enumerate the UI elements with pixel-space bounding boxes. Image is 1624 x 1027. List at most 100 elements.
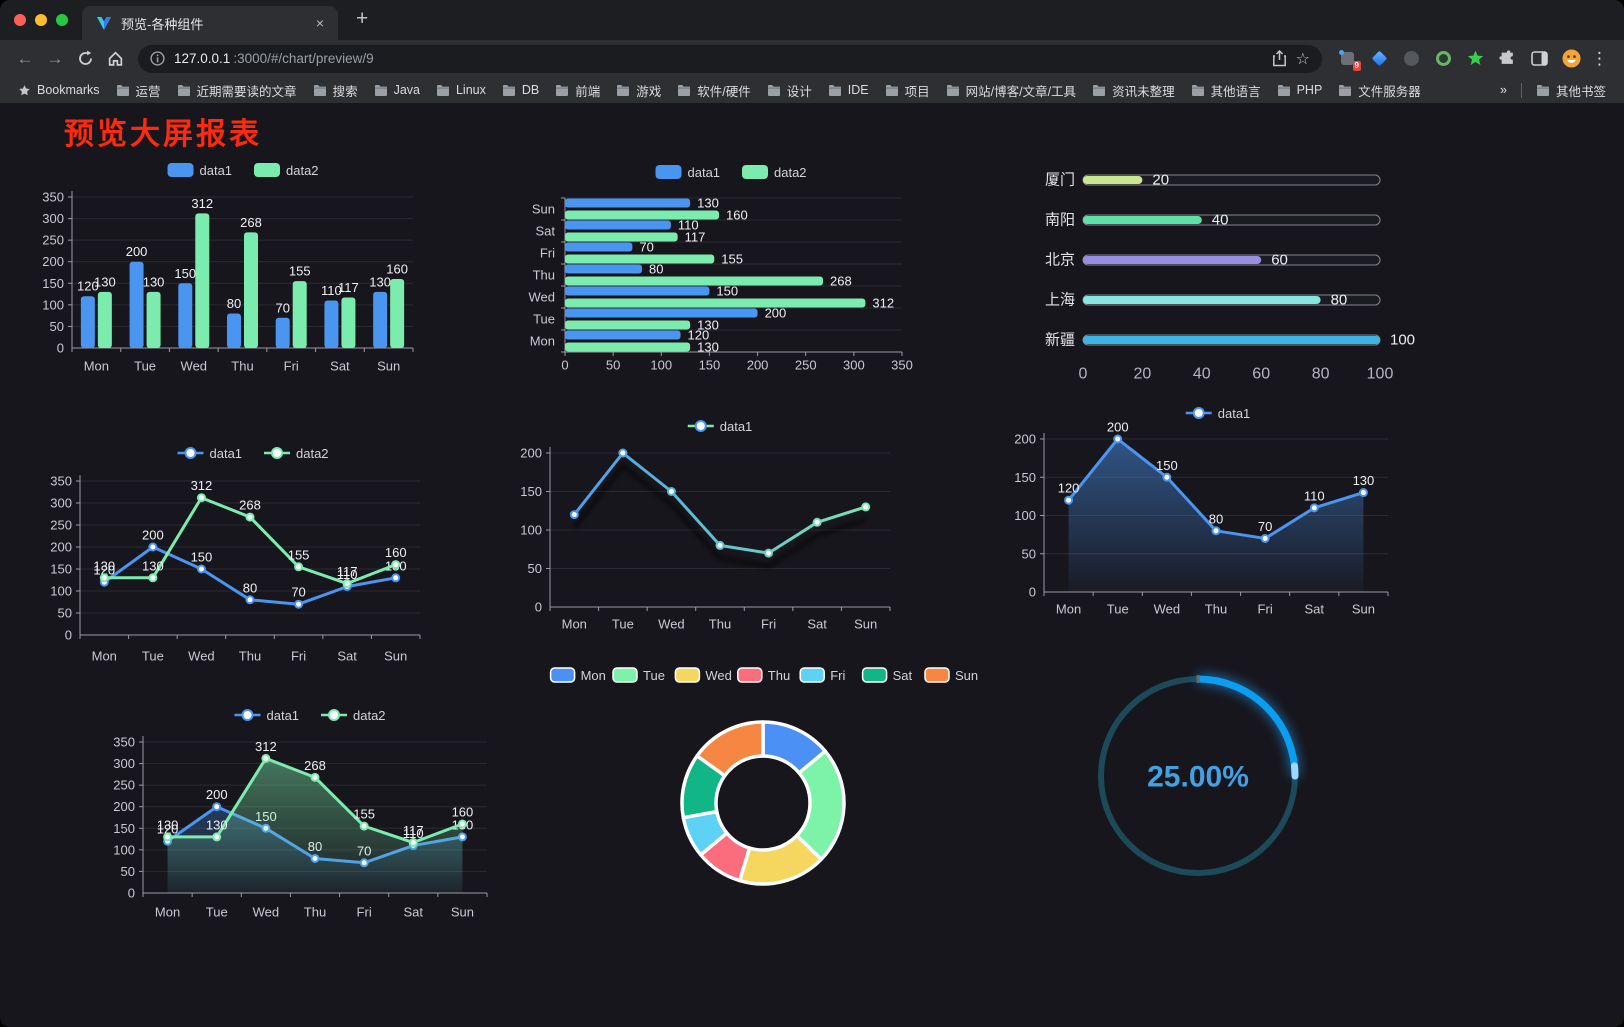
bookmark-item-5[interactable]: Linux [428,81,494,99]
folder-icon [116,84,130,96]
bookmark-item-3[interactable]: 搜索 [305,79,366,102]
svg-text:160: 160 [726,208,748,223]
share-icon[interactable] [1272,50,1287,67]
extension-icon-notes[interactable]: 9 [1338,49,1361,71]
legend-item-data1[interactable]: data1 [687,419,753,434]
legend-item-data2[interactable]: data2 [264,446,329,461]
svg-text:100: 100 [520,523,542,538]
legend-item-Fri[interactable]: Fri [799,667,845,683]
extensions-puzzle-icon[interactable] [1498,49,1517,68]
legend-item-Thu[interactable]: Thu [737,667,790,683]
bookmark-label: 资讯未整理 [1112,84,1175,99]
svg-text:70: 70 [275,300,289,315]
folder-icon [1277,84,1291,96]
menu-dots-icon[interactable]: ⋮ [1591,48,1608,68]
chart-donut-pie[interactable]: Mon Tue Wed Thu Fri Sat Sun [545,655,982,907]
bookmark-item-4[interactable]: Java [366,81,428,99]
svg-text:Fri: Fri [291,649,306,664]
bookmark-item-12[interactable]: 项目 [877,79,938,102]
legend-item-Wed[interactable]: Wed [674,667,732,683]
home-button[interactable] [100,45,130,73]
legend-item-data1[interactable]: data1 [234,708,300,723]
bookmark-item-11[interactable]: IDE [820,81,877,99]
bookmark-label: DB [521,83,540,97]
back-button[interactable]: ← [16,48,34,68]
svg-text:Mon: Mon [84,359,109,374]
bookmark-item-2[interactable]: 近期需要读的文章 [169,79,305,102]
bookmark-item-19[interactable]: 其他书签 [1528,79,1614,102]
bookmark-item-6[interactable]: DB [494,81,547,99]
svg-text:20: 20 [1152,172,1169,189]
bookmark-item-1[interactable]: 运营 [108,79,169,102]
legend-item-Sun[interactable]: Sun [924,667,978,683]
profile-avatar[interactable] [1562,49,1581,68]
extension-icon-green-star[interactable] [1466,49,1485,68]
svg-text:150: 150 [1014,470,1036,485]
bookmark-star-icon[interactable]: ☆ [1295,50,1310,68]
legend-item-data1[interactable]: data1 [655,165,721,180]
svg-text:Mon: Mon [1056,602,1081,617]
bookmark-item-17[interactable]: 文件服务器 [1330,79,1429,102]
bookmark-item-14[interactable]: 资讯未整理 [1084,79,1183,102]
zoom-window-button[interactable] [56,14,68,26]
bookmarks-overflow-chevron[interactable]: » [1492,81,1515,99]
minimize-window-button[interactable] [35,14,47,26]
svg-text:Wed: Wed [529,290,556,305]
chart-gauge[interactable]: 25.00% [1080,655,1322,903]
chart-legend: data1 data2 [234,708,386,723]
legend-item-data1[interactable]: data1 [167,163,233,178]
chart-line-c5[interactable]: data1 50 100 150 200 0 Mon Tue Wed Thu Fri Sat Sun [500,413,902,645]
svg-text:Tue: Tue [134,359,156,374]
extension-icon-green-circle[interactable] [1434,49,1453,68]
svg-text:150: 150 [174,266,196,281]
bookmark-item-8[interactable]: 游戏 [608,79,669,102]
bookmark-item-7[interactable]: 前端 [547,79,608,102]
folder-icon [616,84,630,96]
sidebar-toggle-icon[interactable] [1530,49,1549,68]
legend-item-Mon[interactable]: Mon [549,667,606,683]
new-tab-button[interactable]: + [356,7,369,30]
bookmark-item-0[interactable]: Bookmarks [10,81,108,99]
chart-area-c6[interactable]: data1 50 100 150 200 0 Mon Tue Wed Thu Fri Sat Sun 12… [990,400,1402,628]
legend-item-Sat[interactable]: Sat [861,667,913,683]
bookmark-item-9[interactable]: 软件/硬件 [669,79,758,102]
legend-item-data2[interactable]: data2 [321,708,386,723]
svg-text:130: 130 [142,558,164,573]
folder-icon [177,84,191,96]
svg-text:北京: 北京 [1045,252,1075,269]
svg-text:150: 150 [699,358,721,373]
browser-tab[interactable]: 预览-各种组件 × [82,6,338,40]
reload-button[interactable] [70,45,100,73]
legend-item-data1[interactable]: data1 [177,446,243,461]
svg-text:0: 0 [1079,366,1088,383]
url-bar[interactable]: 127.0.0.1 :3000/#/chart/preview/9 ☆ [138,44,1322,73]
bookmark-item-13[interactable]: 网站/博客/文章/工具 [938,79,1084,102]
chart-line-c4[interactable]: data1 data2 50 100 150 200 250 300 350 0 Mon Tue Wed… [40,440,438,680]
extension-icon-gem[interactable] [1370,49,1389,68]
close-window-button[interactable] [14,14,26,26]
bookmark-item-16[interactable]: PHP [1269,81,1331,99]
svg-text:0: 0 [1029,585,1036,600]
svg-text:100: 100 [1014,508,1036,523]
legend-item-data1[interactable]: data1 [1185,406,1251,421]
forward-button[interactable]: → [46,48,64,68]
svg-text:Sun: Sun [1352,602,1375,617]
svg-text:50: 50 [528,561,542,576]
chart-bar-vertical[interactable]: data1 data2 50 100 150 200 250 300 350 0 Mon Tue Wed… [40,150,430,382]
bookmark-item-10[interactable]: 设计 [759,79,820,102]
pie-slice-Sun[interactable] [695,720,765,778]
svg-text:80: 80 [1209,511,1223,526]
extension-icon-dark-circle[interactable] [1402,49,1421,68]
chart-axes: 50 100 150 200 250 300 350 0 Mon Tue Wed Thu Fri Sat S… [42,190,414,374]
chart-progress-bars[interactable]: 厦门 20 南阳 40 北京 60 上海 80 新疆 100 0 20 40 60 80 100 [1000,160,1432,390]
tab-close-icon[interactable]: × [315,15,324,31]
legend-item-Tue[interactable]: Tue [612,667,665,683]
page-title: 预览大屏报表 [64,118,262,151]
page-info-icon[interactable] [150,51,165,66]
legend-item-data2[interactable]: data2 [742,165,807,180]
legend-item-data2[interactable]: data2 [254,163,319,178]
chart-area-c7[interactable]: data1 data2 50 100 150 200 250 300 350 0 Mon Tue Wed… [105,700,503,930]
svg-text:350: 350 [50,474,72,489]
bookmark-item-15[interactable]: 其他语言 [1183,79,1269,102]
